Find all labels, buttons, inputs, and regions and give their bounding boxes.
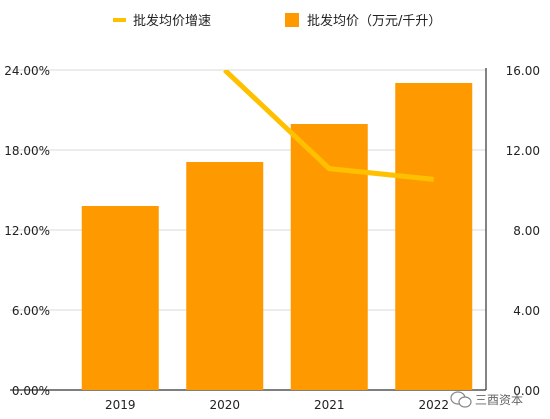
- legend-label-growth: 批发均价增速: [133, 13, 211, 29]
- y-right-tick-label: 0.00: [513, 384, 540, 398]
- watermark-text: 三酉资本: [475, 393, 523, 407]
- x-tick-label: 2022: [418, 398, 449, 412]
- y-right-tick-label: 4.00: [513, 304, 540, 318]
- y-right-tick-label: 8.00: [513, 224, 540, 238]
- y-right-tick-label: 16.00: [506, 64, 540, 78]
- y-left-tick-label: 6.00%: [12, 304, 50, 318]
- bar-layer: [81, 83, 473, 390]
- x-tick-label: 2020: [209, 398, 240, 412]
- line-layer: [223, 70, 435, 182]
- bar-2022: [395, 83, 473, 390]
- x-tick-label: 2019: [105, 398, 136, 412]
- legend: 批发均价增速 批发均价（万元/千升）: [113, 13, 441, 29]
- x-tick-label: 2021: [314, 398, 345, 412]
- y-left-tick-label: 12.00%: [4, 224, 50, 238]
- y-right-tick-label: 12.00: [506, 144, 540, 158]
- watermark: 三酉资本: [450, 391, 523, 408]
- y-left-tick-label: 24.00%: [4, 64, 50, 78]
- axis-layer: 0.00% 0.00 6.00% 4.00 12.00% 8.00 18.00% 12.00 2…: [4, 64, 540, 412]
- bar-2020: [186, 162, 264, 390]
- growth-line: [223, 70, 435, 182]
- wechat-icon: [450, 391, 472, 408]
- legend-line-swatch: [113, 18, 126, 22]
- legend-bar-swatch: [285, 13, 299, 27]
- bar-2019: [81, 206, 159, 390]
- y-left-tick-label: 0.00%: [12, 384, 50, 398]
- bar-2021: [290, 124, 368, 390]
- legend-label-price: 批发均价（万元/千升）: [307, 13, 441, 29]
- y-left-tick-label: 18.00%: [4, 144, 50, 158]
